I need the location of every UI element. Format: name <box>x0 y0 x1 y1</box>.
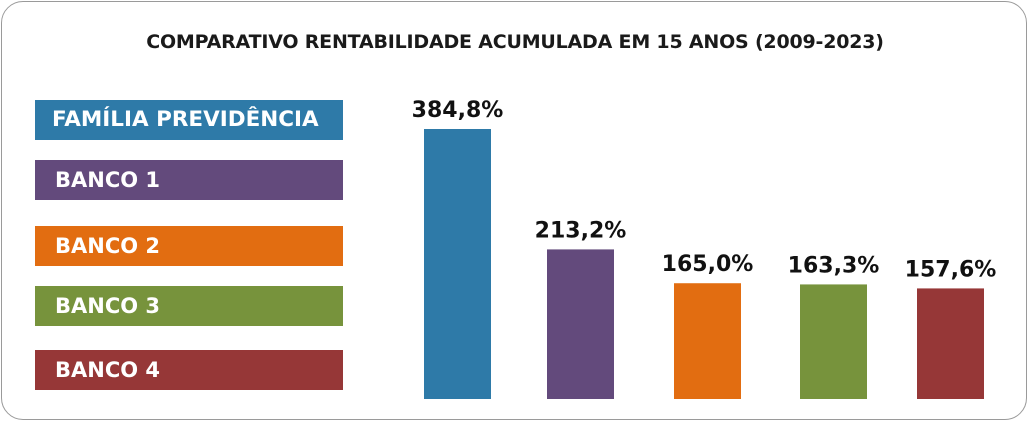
legend-item-5: BANCO 4 <box>35 350 343 390</box>
bar-2 <box>547 249 614 399</box>
legend-item-1: FAMÍLIA PREVIDÊNCIA <box>35 100 343 140</box>
bar-5 <box>917 288 984 399</box>
data-label-3: 165,0% <box>662 252 754 277</box>
bar-4 <box>800 284 867 399</box>
legend-item-4: BANCO 3 <box>35 286 343 326</box>
data-label-5: 157,6% <box>905 257 997 282</box>
bar-3 <box>674 283 741 399</box>
data-label-2: 213,2% <box>535 218 627 243</box>
data-label-4: 163,3% <box>788 253 880 278</box>
chart-title: COMPARATIVO RENTABILIDADE ACUMULADA EM 1… <box>146 31 884 53</box>
legend-item-2: BANCO 1 <box>35 160 343 200</box>
data-label-1: 384,8% <box>412 98 504 123</box>
legend-item-3: BANCO 2 <box>35 226 343 266</box>
bar-1 <box>424 129 491 399</box>
